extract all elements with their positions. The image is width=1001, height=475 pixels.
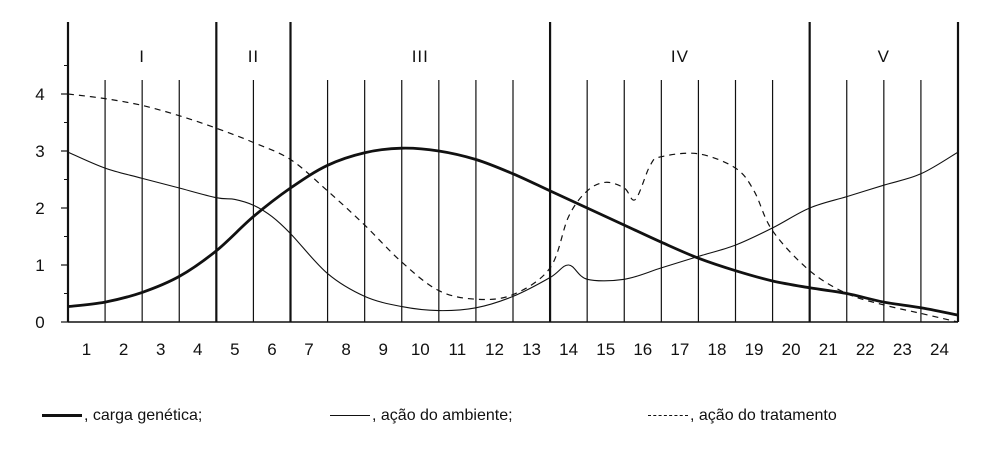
x-tick-label: 18 [707,340,726,359]
x-tick-label: 8 [341,340,350,359]
x-tick-label: 3 [156,340,165,359]
legend-acao-do-ambiente-label: , ação do ambiente; [372,407,513,424]
legend-carga-genetica: , carga genética; [42,407,202,425]
x-tick-label: 5 [230,340,239,359]
y-tick-label: 0 [35,313,44,332]
legend-acao-do-tratamento-label: , ação do tratamento [690,407,837,424]
x-tick-label: 17 [670,340,689,359]
x-tick-label: 12 [485,340,504,359]
series-acao-do-tratamento-line [67,93,959,323]
x-tick-label: 4 [193,340,202,359]
y-tick-label: 2 [35,199,44,218]
x-tick-label: 2 [119,340,128,359]
x-tick-label: 15 [596,340,615,359]
x-tick-label: 16 [633,340,652,359]
x-tick-label: 19 [745,340,764,359]
x-tick-label: 23 [893,340,912,359]
period-label: IV [671,47,689,66]
series-carga-genetica-line [67,146,959,317]
x-tick-label: 13 [522,340,541,359]
legend-thick-line-swatch [42,414,82,418]
legend-dashed-line-swatch [648,415,688,417]
x-tick-label: 6 [267,340,276,359]
x-tick-label: 1 [82,340,91,359]
x-tick-label: 20 [782,340,801,359]
y-tick-label: 3 [35,142,44,161]
y-tick-label: 1 [35,256,44,275]
series-acao-do-ambiente-line [67,151,959,312]
x-tick-label: 21 [819,340,838,359]
period-label: III [412,47,429,66]
x-tick-label: 10 [411,340,430,359]
legend-thin-line-swatch [330,415,370,417]
x-tick-label: 14 [559,340,578,359]
legend-acao-do-ambiente: , ação do ambiente; [330,407,513,425]
x-tick-label: 7 [304,340,313,359]
x-tick-label: 11 [449,340,467,359]
x-tick-label: 22 [856,340,875,359]
legend-carga-genetica-label: , carga genética; [84,407,203,424]
period-label: II [248,47,259,66]
period-label: V [878,47,890,66]
x-tick-label: 9 [378,340,387,359]
legend-acao-do-tratamento: , ação do tratamento [648,407,837,425]
x-tick-label: 24 [930,340,949,359]
period-label: I [139,47,145,66]
y-tick-label: 4 [35,85,44,104]
